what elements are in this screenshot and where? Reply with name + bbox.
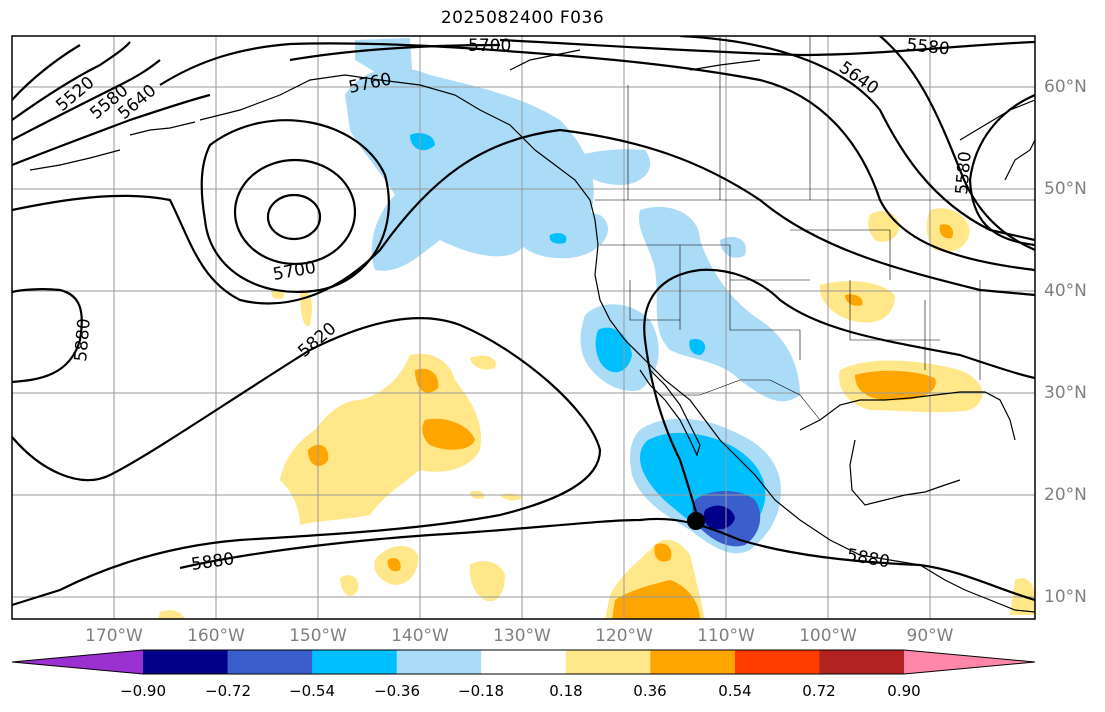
colorbar-tick-label: −0.72 [205,682,251,700]
map-frame [11,35,1036,620]
colorbar-segment [143,650,229,674]
colorbar-extend-min [12,650,143,674]
colorbar-segment [481,650,567,674]
colorbar-tick-label: 0.18 [549,682,583,700]
colorbar-tick-label: 0.72 [802,682,836,700]
contour-label: 5580 [952,151,976,196]
lon-label: 130°W [493,626,551,646]
lat-label: 50°N [1044,179,1087,199]
colorbar-segment [227,650,313,674]
lon-label: 170°W [85,626,143,646]
lat-label: 20°N [1044,485,1087,505]
colorbar-tick-label: 0.36 [633,682,667,700]
lat-label: 60°N [1044,77,1087,97]
storm-center-marker [687,512,705,530]
lon-label: 160°W [187,626,245,646]
contour-label: 5580 [905,35,950,59]
lon-label: 90°W [906,626,954,646]
colorbar-tick-label: −0.54 [289,682,335,700]
colorbar-segment [312,650,398,674]
contour-label: 5700 [468,36,511,56]
colorbar-segment [819,650,905,674]
coastlines [29,49,1035,613]
negative-anomaly-shading [345,38,800,554]
lon-label: 120°W [595,626,653,646]
colorbar-extend-max [904,650,1035,674]
colorbar-tick-label: −0.36 [374,682,420,700]
lat-label: 40°N [1044,281,1087,301]
colorbar-segment [565,650,651,674]
colorbar-outline [11,649,1036,675]
colorbar-tick-label: 0.54 [718,682,752,700]
lon-label: 140°W [391,626,449,646]
contour-label: 5880 [71,318,95,363]
political-borders [595,36,1035,421]
positive-anomaly-shading [158,208,1035,619]
colorbar-segment [734,650,820,674]
colorbar [11,649,1036,675]
lon-label: 110°W [697,626,755,646]
colorbar-tick-label: −0.18 [458,682,504,700]
height-contours [12,36,1035,607]
lat-label: 30°N [1044,383,1087,403]
colorbar-tick-label: 0.90 [887,682,921,700]
colorbar-segment [396,650,482,674]
lat-label: 10°N [1044,587,1087,607]
colorbar-segment [650,650,736,674]
colorbar-tick-label: −0.90 [120,682,166,700]
map-title: 2025082400 F036 [440,8,605,28]
graticule [12,36,1035,619]
lon-label: 150°W [289,626,347,646]
lon-label: 100°W [799,626,857,646]
